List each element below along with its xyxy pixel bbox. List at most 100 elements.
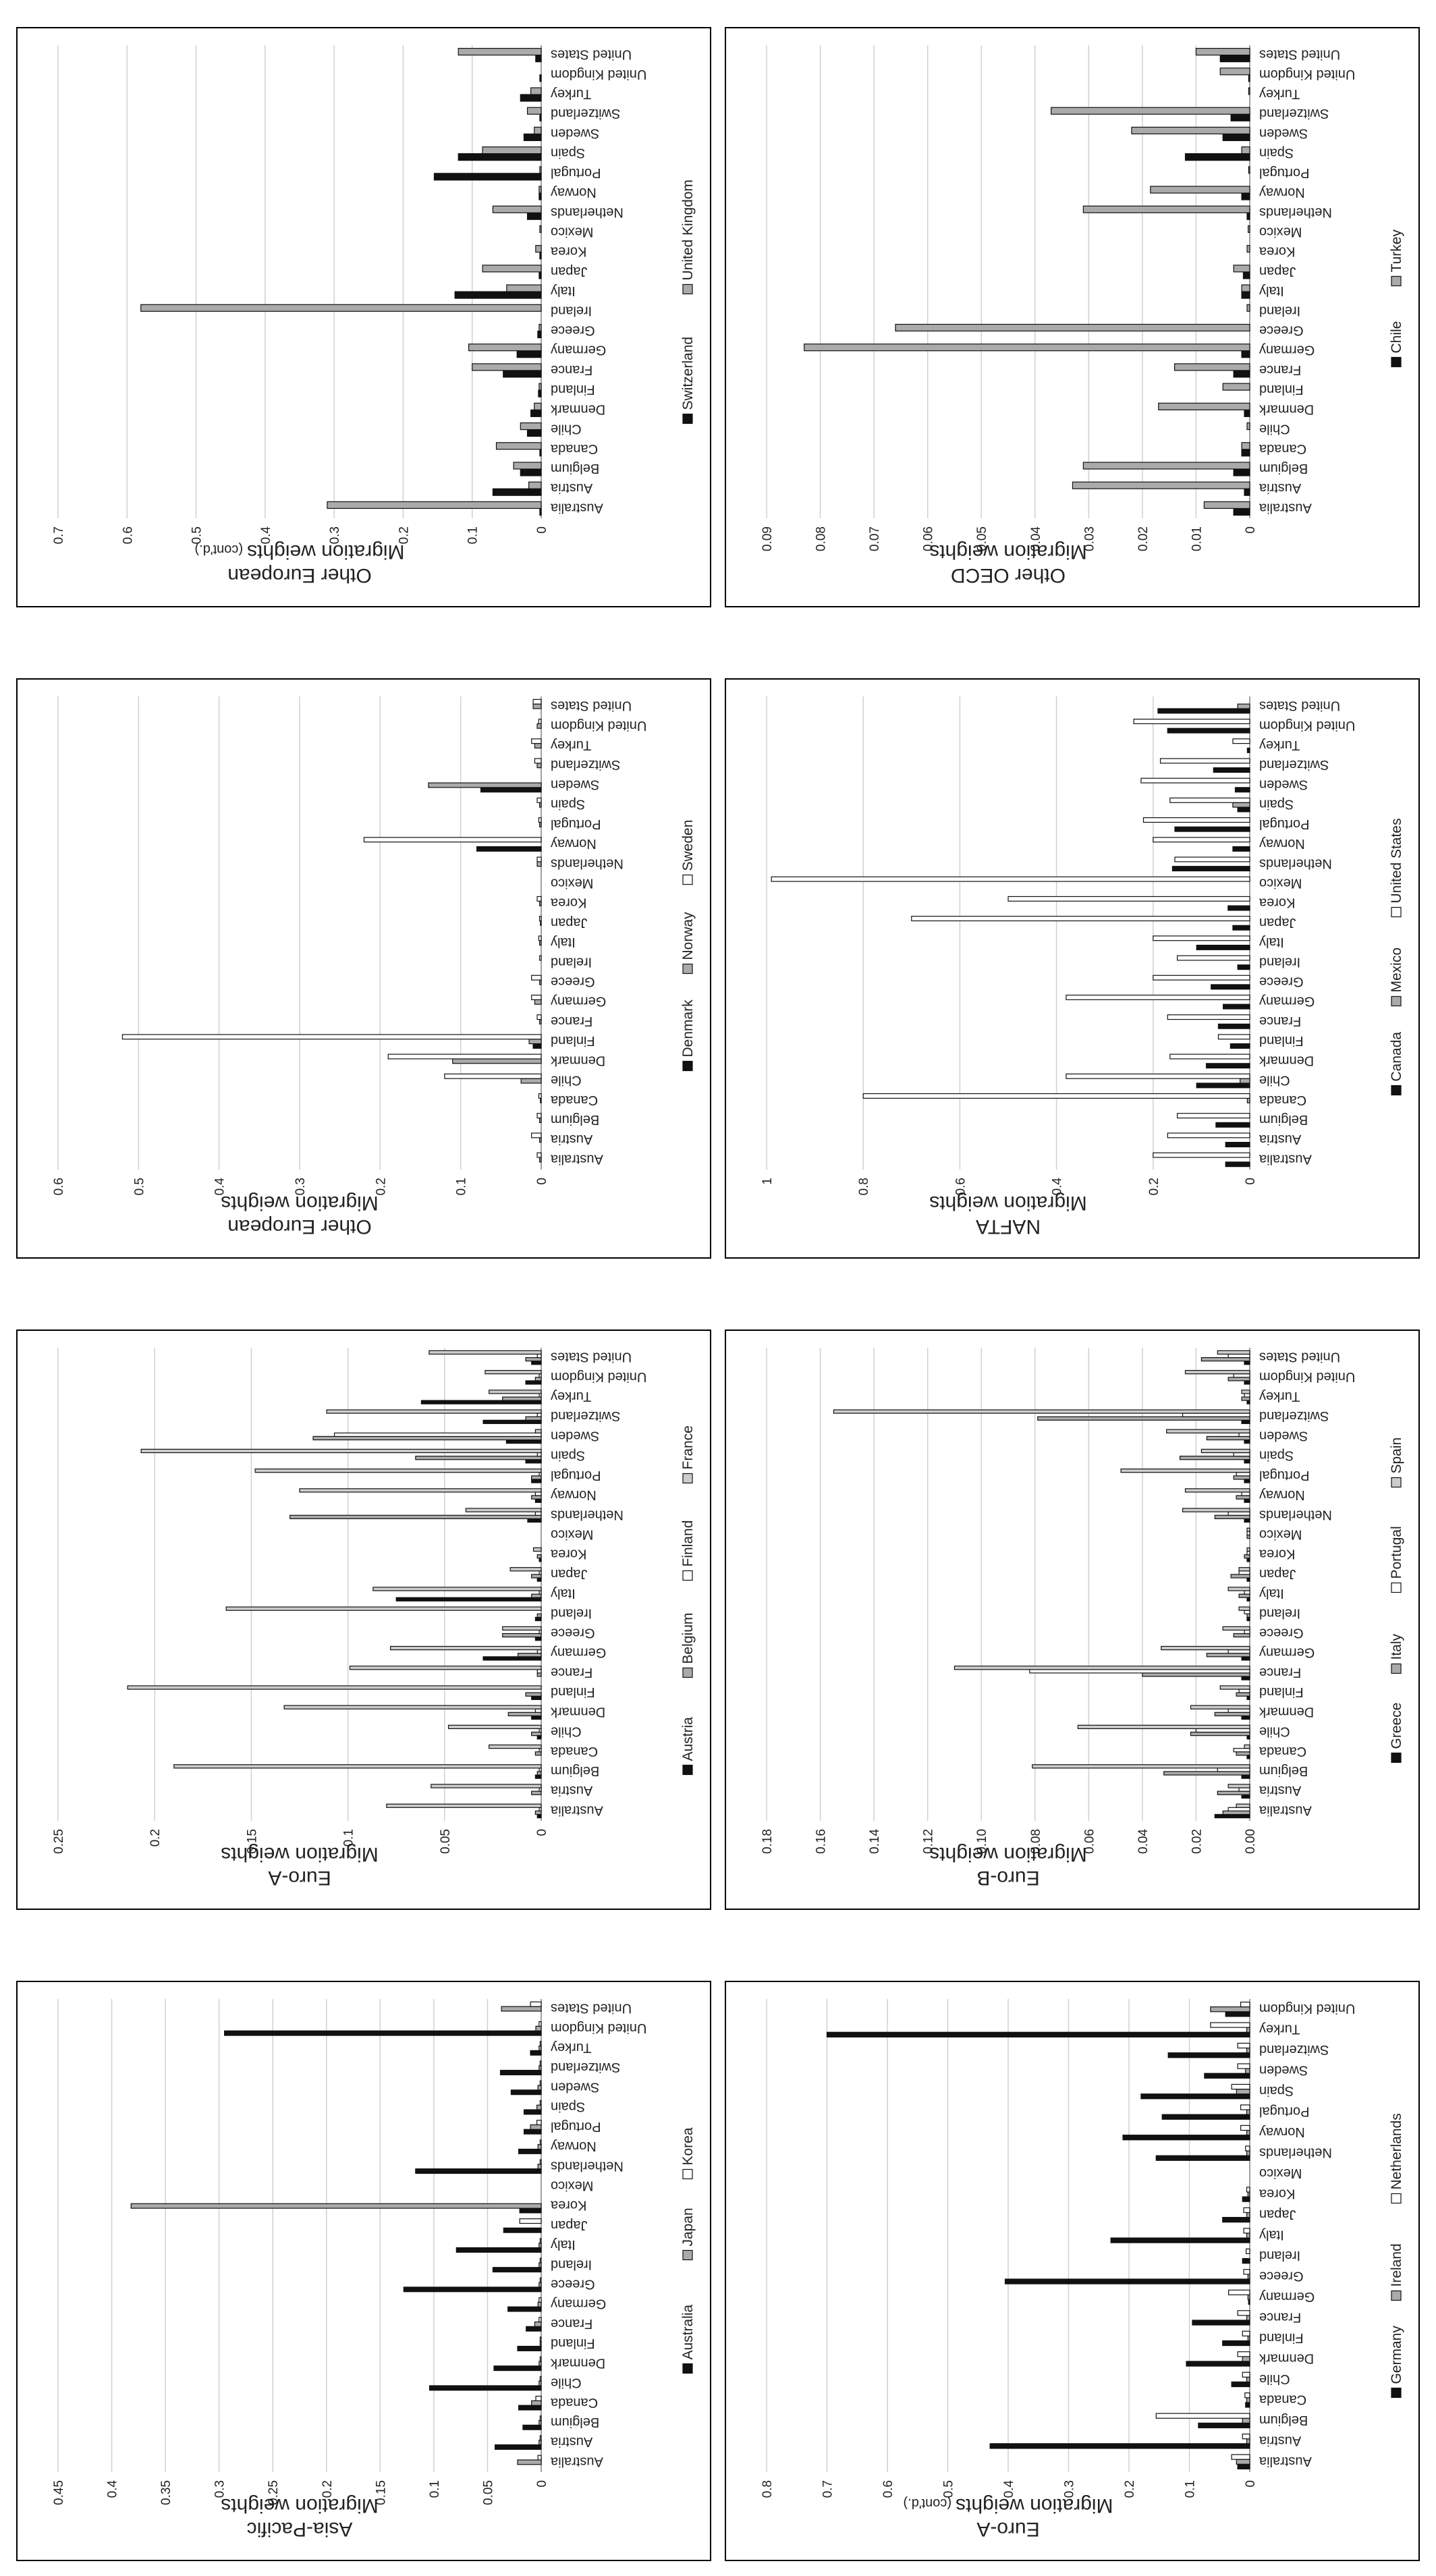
legend-swatch-greece [1391,1752,1402,1763]
x-tick-label: Japan [1259,915,1296,930]
bar-united-states-germany [1066,994,1250,1000]
bar-united-kingdom-sweden [534,126,542,135]
bar-united-states-chile [1066,1073,1250,1079]
y-axis-label: Migration weights [929,541,1086,563]
bar-turkey-canada [1241,442,1250,450]
x-tick-label: Turkey [551,86,591,101]
bar-japan-germany [537,2301,542,2307]
x-tick-label: Greece [1259,323,1304,338]
bar-belgium-france [536,1672,542,1677]
bar-spain-sweden [1166,1429,1250,1433]
x-tick-label: United States [551,2001,632,2016]
y-tick-label: 0.7 [821,2480,835,2498]
bar-canada-sweden [1234,787,1250,793]
y-tick-label: 0.5 [190,526,204,544]
x-tick-label: Finland [551,382,595,397]
bar-spain-japan [1238,1567,1250,1572]
bar-italy-mexico [1246,1534,1250,1539]
x-tick-label: Portugal [1259,2104,1310,2119]
bar-finland-turkey [538,1393,542,1398]
x-tick-label: Canada [550,441,598,456]
legend-swatch-japan [682,2249,693,2261]
bar-korea-ireland [539,2257,542,2264]
y-tick-label: 0.1 [342,1829,356,1846]
bar-turkey-greece [895,323,1250,332]
bar-france-united-states [429,1350,542,1355]
bar-korea-austria [539,2435,542,2441]
bar-greece-norway [1244,1498,1250,1503]
bar-portugal-austria [1238,1787,1250,1792]
legend-swatch-austria [682,1764,693,1776]
legend-label-denmark: Denmark [680,999,696,1058]
x-tick-label: United States [551,47,632,62]
bar-united-states-norway [1153,837,1250,843]
x-tick-label: Finland [1259,2330,1304,2345]
x-tick-label: Belgium [1259,1112,1308,1127]
bar-italy-spain [1179,1456,1250,1460]
x-tick-label: Belgium [551,2415,599,2430]
bar-mexico-united-states [1237,703,1250,709]
y-tick-label: 0.16 [814,1829,829,1854]
bar-sweden-austria [531,1132,542,1139]
legend-swatch-norway [682,963,693,975]
x-tick-label: Canada [550,2395,598,2410]
bar-greece-germany [1241,1656,1250,1661]
bar-netherlands-japan [1243,2207,1250,2214]
legend-swatch-korea [682,2168,693,2180]
legend-label-portugal: Portugal [1389,1526,1404,1579]
legend-swatch-chile [1391,356,1402,368]
legend-swatch-france [682,1473,693,1484]
bar-italy-norway [1236,1495,1250,1500]
bar-turkey-france [1174,363,1250,371]
bar-greece-france [1241,1676,1250,1680]
y-tick-label: 0.6 [881,2480,895,2498]
bar-belgium-netherlands [289,1514,542,1519]
chart-panel-6: Euro-B Migration weights 0.00 0.02 0.04 0.06 0… [725,1330,1420,1910]
bar-germany-italy [1110,2237,1250,2243]
x-tick-label: Turkey [1259,1389,1300,1404]
y-tick-label: 0.08 [1029,1829,1043,1854]
y-axis-label: Migration weights [929,1843,1086,1865]
bar-norway-united-kingdom [536,723,542,729]
y-tick-label: 0.01 [1190,526,1204,551]
bar-united-states-austria [1167,1132,1250,1139]
bar-canada-norway [1232,846,1250,852]
bar-turkey-switzerland [1051,107,1250,115]
bar-portugal-chile [1195,1728,1250,1733]
x-tick-label: Finland [551,1684,595,1699]
bar-norway-france [539,1018,542,1024]
bar-italy-belgium [1163,1771,1250,1776]
x-tick-label: Mexico [551,875,593,890]
bar-norway-korea [539,900,542,906]
y-tick-label: 0.1 [1184,2480,1198,2498]
bar-united-kingdom-portugal [539,166,542,174]
bar-japan-portugal [530,2124,542,2130]
bar-netherlands-sweden [1237,2063,1250,2069]
bar-spain-austria [1227,1784,1250,1788]
chart-title: Euro-A [268,1867,331,1889]
bar-korea-turkey [539,2041,542,2047]
bar-italy-switzerland [1037,1416,1250,1421]
x-tick-label: Netherlands [551,2158,624,2173]
x-tick-label: Sweden [551,1428,599,1443]
bar-united-states-korea [1007,896,1250,902]
x-tick-label: Japan [551,264,588,279]
x-tick-label: United Kingdom [1259,67,1355,82]
bar-finland-austria [538,1787,542,1792]
bar-united-kingdom-chile [520,422,542,431]
bar-switzerland-canada [539,449,542,457]
bar-norway-belgium [539,1117,542,1123]
legend-swatch-belgium [682,1667,693,1678]
x-tick-label: Finland [1259,1684,1304,1699]
bar-korea-portugal [536,2120,542,2126]
bar-canada-finland [1230,1043,1250,1049]
bar-germany-spain [1140,2093,1250,2100]
bar-norway-finland [528,1039,542,1045]
x-tick-label: United Kingdom [551,718,646,733]
x-tick-label: Netherlands [1259,856,1332,871]
bar-japan-spain [536,2104,542,2110]
bar-korea-denmark [539,2356,542,2362]
bar-switzerland-chile [526,429,542,437]
bar-greece-korea [1246,1558,1250,1562]
bar-united-states-denmark [1169,1053,1250,1060]
